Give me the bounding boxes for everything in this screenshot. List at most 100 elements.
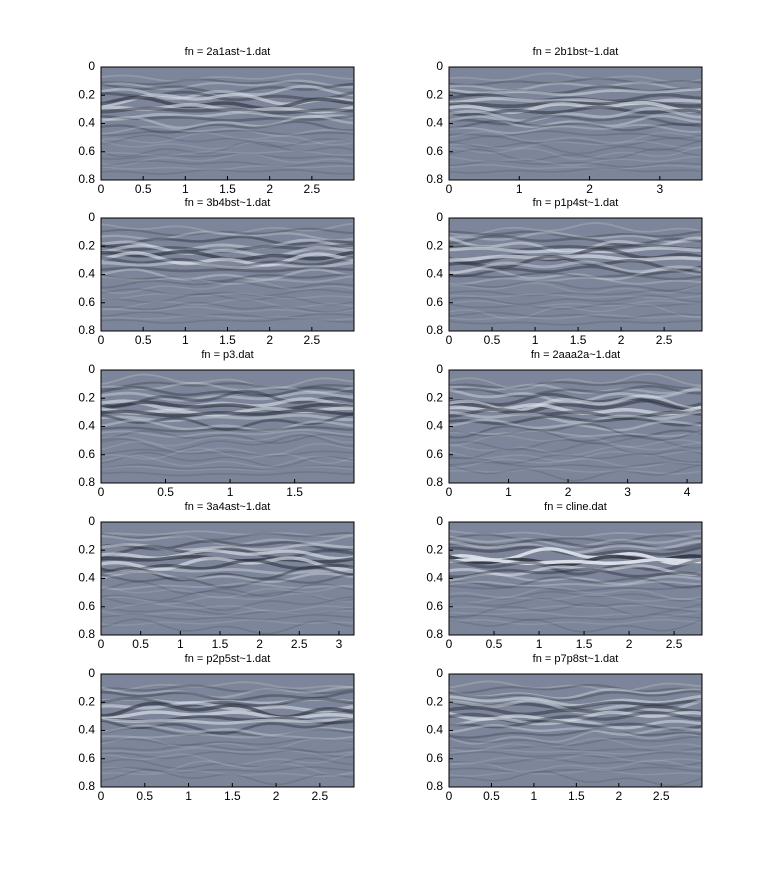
- panel-title: fn = 2aaa2a~1.dat: [531, 349, 620, 361]
- reflection-band: [449, 766, 702, 774]
- reflection-band: [449, 280, 702, 292]
- reflection-band: [101, 292, 354, 300]
- reflection-band: [101, 454, 354, 468]
- x-tick-label: 1: [182, 333, 189, 347]
- x-tick-label: 1.5: [219, 182, 236, 196]
- radargram-image: [449, 522, 702, 635]
- reflection-band: [101, 386, 354, 397]
- y-tick-label: 0: [88, 210, 95, 224]
- reflection-band: [101, 543, 354, 552]
- reflection-band: [101, 238, 354, 252]
- y-tick-label: 0.6: [78, 447, 95, 461]
- y-tick-label: 0: [88, 362, 95, 376]
- reflection-band: [449, 255, 702, 273]
- x-tick-label: 3: [624, 485, 631, 499]
- x-tick-label: 0: [98, 485, 105, 499]
- reflection-band: [101, 115, 354, 122]
- radargram-image: [449, 674, 702, 787]
- panel-title: fn = p1p4st~1.dat: [533, 197, 619, 209]
- reflection-band: [449, 303, 702, 320]
- reflection-band: [101, 273, 354, 283]
- reflection-band: [101, 681, 354, 692]
- reflection-band: [449, 72, 702, 84]
- reflection-band: [101, 471, 354, 477]
- reflection-band: [101, 556, 354, 571]
- reflection-band: [101, 227, 354, 237]
- reflection-band: [101, 413, 353, 423]
- y-tick-label: 0.4: [426, 571, 443, 585]
- reflection-band: [101, 697, 354, 708]
- reflection-band: [101, 596, 354, 611]
- reflection-band: [101, 448, 354, 457]
- reflection-band: [449, 276, 702, 286]
- reflection-band: [101, 84, 354, 100]
- reflection-band: [101, 106, 354, 115]
- reflection-band: [449, 372, 702, 391]
- x-tick-label: 1.5: [286, 485, 303, 499]
- reflection-band: [101, 230, 354, 242]
- reflection-band: [101, 306, 354, 314]
- reflection-band: [449, 100, 702, 114]
- reflection-band: [449, 81, 702, 92]
- x-tick-label: 3: [656, 182, 663, 196]
- reflection-band: [449, 728, 702, 739]
- reflection-band: [449, 533, 702, 543]
- reflection-band: [101, 717, 354, 725]
- x-tick-label: 1: [536, 637, 543, 651]
- y-tick-label: 0.4: [78, 116, 95, 130]
- reflection-band: [449, 140, 702, 150]
- x-tick-label: 2.5: [303, 333, 320, 347]
- reflection-band: [449, 737, 702, 753]
- reflection-band: [449, 314, 702, 321]
- y-tick-label: 0: [436, 362, 443, 376]
- y-tick-label: 0.8: [78, 172, 95, 186]
- radargram-image: [449, 67, 702, 180]
- y-tick-label: 0.8: [426, 172, 443, 186]
- x-tick-label: 2: [565, 485, 572, 499]
- reflection-band: [101, 451, 354, 468]
- x-tick-label: 0.5: [135, 182, 152, 196]
- reflection-band: [449, 538, 702, 551]
- reflection-band: [449, 748, 702, 755]
- reflection-band: [101, 256, 354, 270]
- reflection-band: [449, 728, 702, 745]
- reflection-band: [449, 407, 702, 420]
- y-tick-label: 0: [436, 514, 443, 528]
- reflection-band: [449, 753, 702, 766]
- reflection-band: [449, 759, 702, 773]
- reflection-band: [449, 282, 702, 295]
- reflection-band: [449, 694, 702, 707]
- y-tick-label: 0.8: [426, 323, 443, 337]
- reflection-band: [449, 618, 702, 633]
- reflection-band: [101, 95, 354, 111]
- x-tick-label: 2.5: [666, 637, 683, 651]
- y-tick-label: 0: [88, 59, 95, 73]
- reflection-band: [449, 303, 702, 310]
- reflection-band: [101, 169, 354, 175]
- panel: fn = 3a4ast~1.dat 0 0.5 1 1.5 2 2.5 3 0 0.2 0.4 0.6…: [78, 501, 355, 651]
- reflection-band: [101, 539, 354, 552]
- reflection-band: [101, 747, 354, 756]
- reflection-band: [449, 618, 702, 626]
- image-background: [101, 674, 354, 787]
- reflection-band: [101, 293, 354, 306]
- reflection-band: [101, 129, 354, 137]
- y-tick-label: 0.4: [426, 419, 443, 433]
- reflection-band: [101, 726, 354, 739]
- x-tick-label: 1.5: [576, 637, 593, 651]
- x-tick-label: 0: [446, 789, 453, 803]
- reflection-band: [101, 718, 354, 735]
- reflection-band: [101, 268, 354, 281]
- reflection-band: [101, 768, 354, 786]
- reflection-band: [449, 311, 702, 320]
- reflection-band: [101, 314, 354, 322]
- y-tick-label: 0.2: [78, 238, 95, 252]
- reflection-band: [101, 428, 354, 438]
- reflection-band: [101, 619, 354, 626]
- reflection-band: [101, 400, 354, 412]
- reflection-band: [101, 602, 354, 613]
- reflection-band: [449, 140, 702, 155]
- y-tick-label: 0.2: [78, 694, 95, 708]
- reflection-band: [101, 266, 354, 273]
